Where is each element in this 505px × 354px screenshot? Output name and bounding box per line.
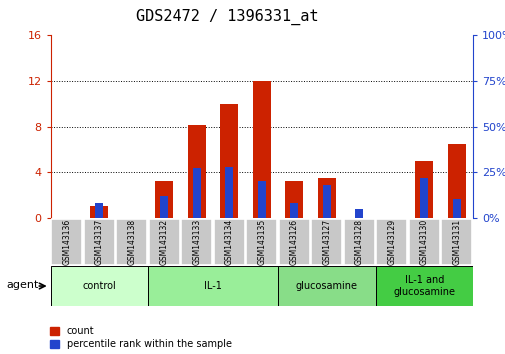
FancyBboxPatch shape xyxy=(375,266,472,306)
Bar xyxy=(225,167,233,218)
Text: GSM143129: GSM143129 xyxy=(387,218,395,265)
FancyBboxPatch shape xyxy=(51,219,82,264)
Text: IL-1 and
glucosamine: IL-1 and glucosamine xyxy=(392,275,454,297)
Text: GSM143130: GSM143130 xyxy=(419,218,428,265)
Text: glucosamine: glucosamine xyxy=(295,281,357,291)
Bar xyxy=(290,203,298,218)
Text: GSM143133: GSM143133 xyxy=(192,218,201,265)
Text: GSM143131: GSM143131 xyxy=(451,218,461,265)
FancyBboxPatch shape xyxy=(278,266,375,306)
Text: GDS2472 / 1396331_at: GDS2472 / 1396331_at xyxy=(136,9,318,25)
Text: GSM143126: GSM143126 xyxy=(289,218,298,265)
Bar xyxy=(420,178,428,218)
Text: GSM143136: GSM143136 xyxy=(62,218,71,265)
Legend: count, percentile rank within the sample: count, percentile rank within the sample xyxy=(50,326,231,349)
Text: GSM143135: GSM143135 xyxy=(257,218,266,265)
Text: GSM143137: GSM143137 xyxy=(94,218,104,265)
Bar xyxy=(252,81,270,218)
FancyBboxPatch shape xyxy=(181,219,212,264)
Text: agent: agent xyxy=(6,280,38,290)
FancyBboxPatch shape xyxy=(148,219,180,264)
FancyBboxPatch shape xyxy=(278,219,310,264)
Bar xyxy=(285,181,302,218)
FancyBboxPatch shape xyxy=(213,219,244,264)
Bar xyxy=(192,169,200,218)
Bar xyxy=(452,200,460,218)
FancyBboxPatch shape xyxy=(116,219,147,264)
Text: IL-1: IL-1 xyxy=(204,281,222,291)
FancyBboxPatch shape xyxy=(311,219,342,264)
Bar xyxy=(322,185,330,218)
Text: GSM143138: GSM143138 xyxy=(127,218,136,265)
FancyBboxPatch shape xyxy=(376,219,407,264)
Bar xyxy=(258,181,265,218)
Bar xyxy=(355,209,363,218)
FancyBboxPatch shape xyxy=(440,219,472,264)
FancyBboxPatch shape xyxy=(343,219,374,264)
Bar xyxy=(447,144,465,218)
FancyBboxPatch shape xyxy=(246,219,277,264)
FancyBboxPatch shape xyxy=(84,219,115,264)
Bar xyxy=(160,196,168,218)
Bar xyxy=(220,104,238,218)
Bar xyxy=(155,181,173,218)
Text: GSM143128: GSM143128 xyxy=(354,219,363,264)
FancyBboxPatch shape xyxy=(50,266,148,306)
Text: GSM143132: GSM143132 xyxy=(160,218,169,265)
FancyBboxPatch shape xyxy=(408,219,439,264)
Bar xyxy=(95,203,103,218)
Bar xyxy=(317,178,335,218)
Text: control: control xyxy=(82,281,116,291)
Bar xyxy=(187,125,206,218)
Text: GSM143127: GSM143127 xyxy=(322,218,331,265)
FancyBboxPatch shape xyxy=(148,266,278,306)
Text: GSM143134: GSM143134 xyxy=(224,218,233,265)
Bar xyxy=(90,206,108,218)
Bar xyxy=(415,161,432,218)
